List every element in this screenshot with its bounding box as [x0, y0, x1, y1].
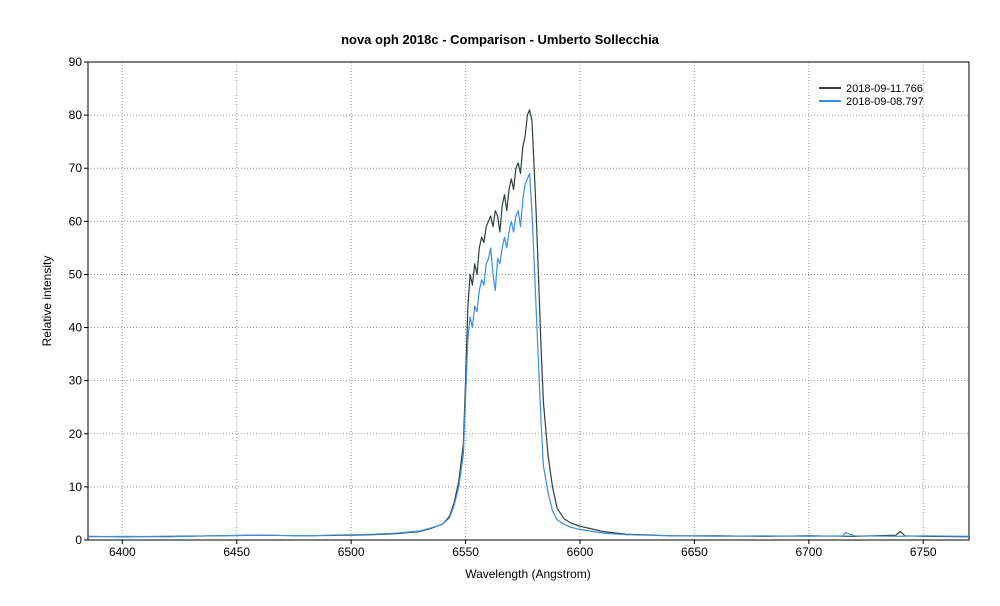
chart-title: nova oph 2018c - Comparison - Umberto So…: [341, 32, 660, 47]
y-tick-label: 0: [75, 533, 82, 547]
y-tick-label: 60: [69, 214, 83, 228]
y-tick-label: 30: [69, 374, 83, 388]
y-tick-label: 80: [69, 108, 83, 122]
x-tick-label: 6500: [338, 545, 365, 559]
x-axis-title: Wavelength (Angstrom): [465, 567, 591, 581]
x-tick-label: 6450: [223, 545, 250, 559]
series-line-1: [87, 109, 970, 538]
x-tick-label: 6650: [681, 545, 708, 559]
plot-area-frame: [87, 61, 970, 541]
y-tick-label: 10: [69, 480, 83, 494]
x-tick-label: 6400: [109, 545, 136, 559]
x-tick-label: 6550: [452, 545, 479, 559]
y-tick-label: 40: [69, 321, 83, 335]
x-tick-label: 6700: [795, 545, 822, 559]
y-tick-label: 90: [69, 55, 83, 69]
y-tick-label: 20: [69, 427, 83, 441]
x-tick-label: 6600: [567, 545, 594, 559]
y-axis-title: Relative intensity: [40, 256, 54, 347]
series-lines: [87, 109, 970, 538]
legend-label-series-1: 2018-09-11.766: [846, 83, 923, 95]
legend-label-series-2: 2018-09-08.797: [846, 96, 924, 108]
legend: 2018-09-11.766 2018-09-08.797: [819, 83, 924, 108]
y-tick-label: 50: [69, 267, 83, 281]
y-tick-label: 70: [69, 161, 83, 175]
x-tick-label: 6750: [910, 545, 937, 559]
series-line-2: [87, 172, 970, 538]
axis-ticks: 6400 6450 6500 6550 6600 6650 6700 6750 0 10 20 30 4…: [69, 55, 937, 559]
grid: [88, 62, 969, 540]
